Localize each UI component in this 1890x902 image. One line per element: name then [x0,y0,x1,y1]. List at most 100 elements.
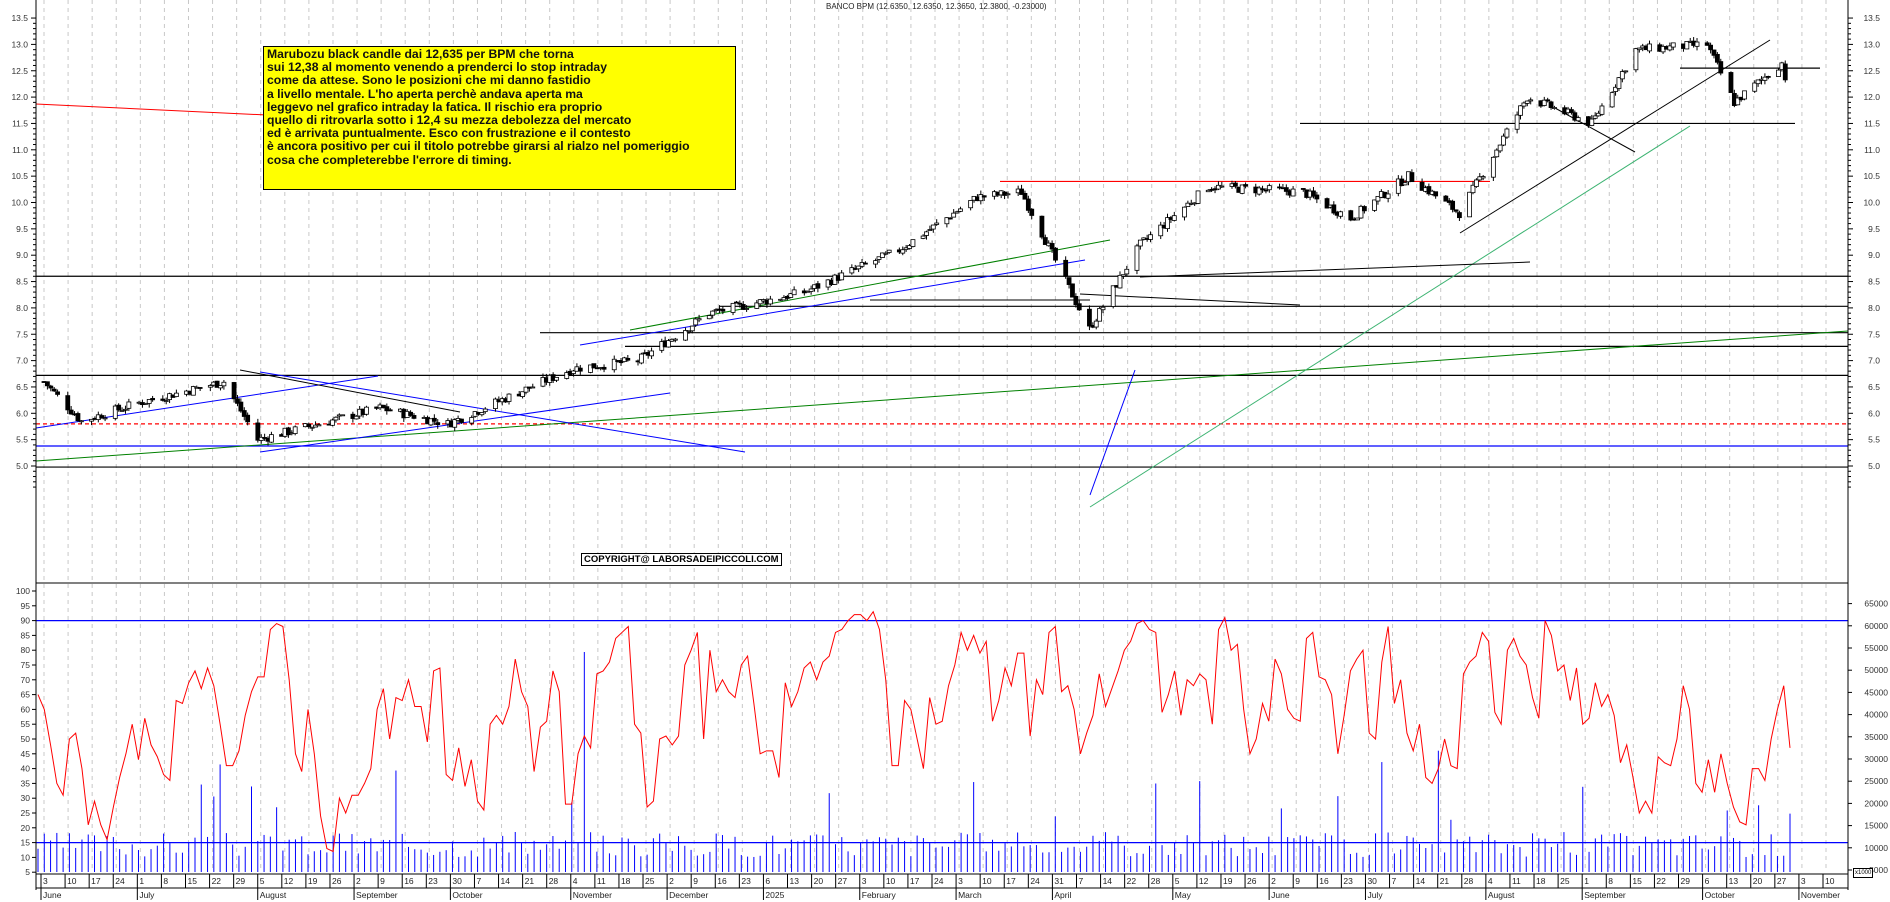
candle-white [479,412,485,416]
candle-black [1711,49,1717,56]
date-tick: 7 [476,876,481,886]
candle-black [1765,75,1771,78]
candle-white [1467,191,1472,218]
date-tick: 2 [669,876,674,886]
trend-line [1139,261,1531,278]
date-tick: 5 [260,876,265,886]
price-tick-left: 10.0 [11,198,28,208]
candle-white [1684,41,1690,50]
candle-white [207,385,213,388]
volume-tick-right: 55000 [1864,643,1888,653]
candle-black [1433,191,1439,197]
candle-black [1300,188,1306,190]
candle-black [1243,184,1248,187]
date-tick: 4 [1488,876,1493,886]
price-tick-right: 6.5 [1868,382,1880,392]
candle-black [1569,109,1574,113]
date-tick: 18 [1536,876,1546,886]
date-tick: 23 [741,876,751,886]
candle-black [1073,296,1079,306]
candle-black [214,380,220,388]
candle-white [1385,193,1391,199]
price-tick-right: 8.5 [1868,277,1880,287]
osc-tick-left: 35 [21,778,31,788]
candle-white [1667,45,1673,51]
candle-white [767,298,773,305]
date-tick: 26 [332,876,342,886]
date-tick: 3 [862,876,867,886]
volume-tick-right: 20000 [1864,798,1888,808]
candle-white [1524,100,1530,104]
price-tick-right: 9.0 [1868,250,1880,260]
annotation-box: Marubozu black candle dai 12,635 per BPM… [263,46,736,190]
volume-tick-right: 5000 [1869,865,1888,875]
candle-black [577,367,583,372]
candle-white [672,338,678,341]
candle-white [944,217,950,225]
date-tick: 6 [765,876,770,886]
price-tick-right: 11.0 [1864,145,1880,155]
trend-line [1554,107,1636,153]
month-label: April [1054,890,1071,900]
candle-white [1338,211,1344,217]
candle-white [649,350,654,357]
osc-tick-left: 95 [21,601,31,611]
date-tick: 12 [284,876,294,886]
date-tick: 8 [1608,876,1613,886]
candle-black [1311,190,1316,197]
date-tick: 10 [982,876,992,886]
osc-tick-left: 20 [21,823,31,833]
date-tick: 17 [1006,876,1016,886]
month-label: September [1584,890,1626,900]
volume-tick-right: 30000 [1864,754,1888,764]
osc-tick-left: 100 [16,586,30,596]
candle-white [1575,117,1581,122]
candle-white [1490,156,1496,178]
candle-white [666,340,671,348]
osc-tick-left: 65 [21,690,31,700]
candle-white [530,386,536,389]
candle-black [387,409,393,412]
candle-black [947,217,953,220]
candle-white [190,386,196,396]
date-tick: 5 [1175,876,1180,886]
candle-white [839,272,845,281]
candle-white [920,235,926,239]
candle-white [520,391,525,397]
candle-black [245,414,251,423]
candle-black [1419,181,1425,191]
month-label: November [573,890,612,900]
candle-white [588,364,593,373]
candle-white [1355,217,1360,221]
candle-white [1470,184,1476,194]
candle-black [65,395,71,411]
candle-white [954,211,960,214]
date-tick: 1 [1584,876,1589,886]
candle-white [1613,86,1618,92]
month-label: February [862,890,897,900]
candle-white [1670,42,1676,48]
candle-white [309,426,315,429]
candle-white [258,436,264,441]
candle-white [1477,176,1483,181]
candle-white [89,418,94,422]
horizontal-levels [36,67,1848,468]
candle-white [1742,90,1747,100]
candle-black [625,357,631,361]
candle-white [910,239,916,247]
candle-white [873,260,878,265]
candle-white [1117,274,1123,289]
volume-bars [37,652,1791,872]
candle-black [1348,210,1354,221]
price-tick-left: 12.0 [11,92,28,102]
candle-white [754,302,760,309]
date-tick: 19 [308,876,318,886]
candle-white [900,249,906,254]
candle-white [1185,202,1191,208]
trend-line [1089,125,1691,508]
osc-tick-left: 85 [21,630,31,640]
annotation-line: come da attese. Sono le posizioni che mi… [267,73,591,88]
candle-white [292,426,298,434]
candle-black [863,262,868,265]
candle-black [815,283,821,289]
